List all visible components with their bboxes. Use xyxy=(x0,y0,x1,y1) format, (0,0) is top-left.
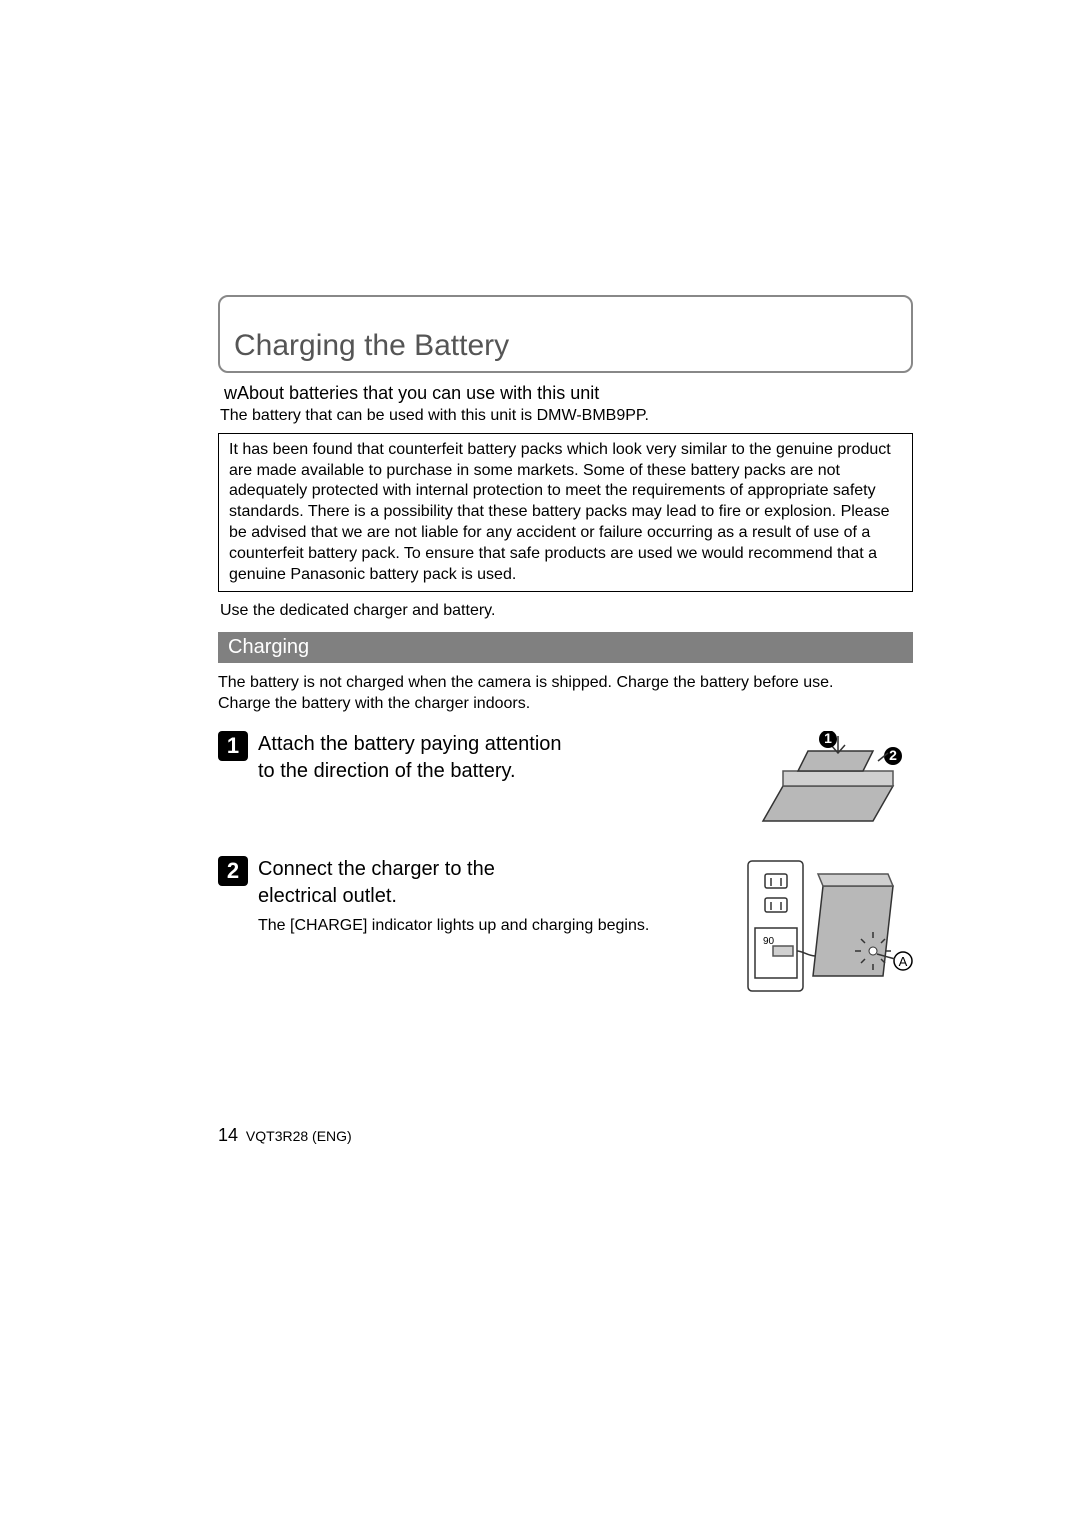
title-bordered-box: Charging the Battery xyxy=(218,295,913,373)
counterfeit-warning-box: It has been found that counterfeit batte… xyxy=(218,433,913,593)
step-text: Connect the charger to the electrical ou… xyxy=(258,856,578,910)
battery-attach-illustration: 1 2 xyxy=(743,731,913,831)
step-illustration: 1 2 xyxy=(743,731,913,836)
dedicated-note: Use the dedicated charger and battery. xyxy=(220,602,913,620)
callout-label: 1 xyxy=(824,731,832,746)
charger-outlet-illustration: 90 A xyxy=(743,856,913,996)
page-content: Charging the Battery wAbout batteries th… xyxy=(218,295,913,1015)
step-left: 1 Attach the battery paying attention to… xyxy=(218,731,733,785)
intro-line: Charge the battery with the charger indo… xyxy=(218,694,913,715)
about-heading: wAbout batteries that you can use with t… xyxy=(224,383,913,404)
step-text-block: Connect the charger to the electrical ou… xyxy=(258,856,649,937)
step-left: 2 Connect the charger to the electrical … xyxy=(218,856,733,937)
step-text-block: Attach the battery paying attention to t… xyxy=(258,731,578,785)
about-body: The battery that can be used with this u… xyxy=(220,406,913,427)
page-number: 14 xyxy=(218,1125,238,1145)
charging-intro: The battery is not charged when the came… xyxy=(218,673,913,715)
step-subtext: The [CHARGE] indicator lights up and cha… xyxy=(258,916,649,937)
step-row: 2 Connect the charger to the electrical … xyxy=(218,856,913,1001)
intro-line: The battery is not charged when the came… xyxy=(218,673,913,694)
step-row: 1 Attach the battery paying attention to… xyxy=(218,731,913,836)
section-heading: Charging xyxy=(218,632,913,663)
indicator-label: A xyxy=(899,954,908,969)
step-number-badge: 2 xyxy=(218,856,248,886)
step-illustration: 90 A xyxy=(743,856,913,1001)
document-code: VQT3R28 (ENG) xyxy=(246,1128,352,1144)
page-title: Charging the Battery xyxy=(234,329,509,363)
step-text: Attach the battery paying attention to t… xyxy=(258,731,578,785)
page-footer: 14 VQT3R28 (ENG) xyxy=(218,1125,352,1146)
callout-label: 2 xyxy=(889,747,897,763)
step-number-badge: 1 xyxy=(218,731,248,761)
